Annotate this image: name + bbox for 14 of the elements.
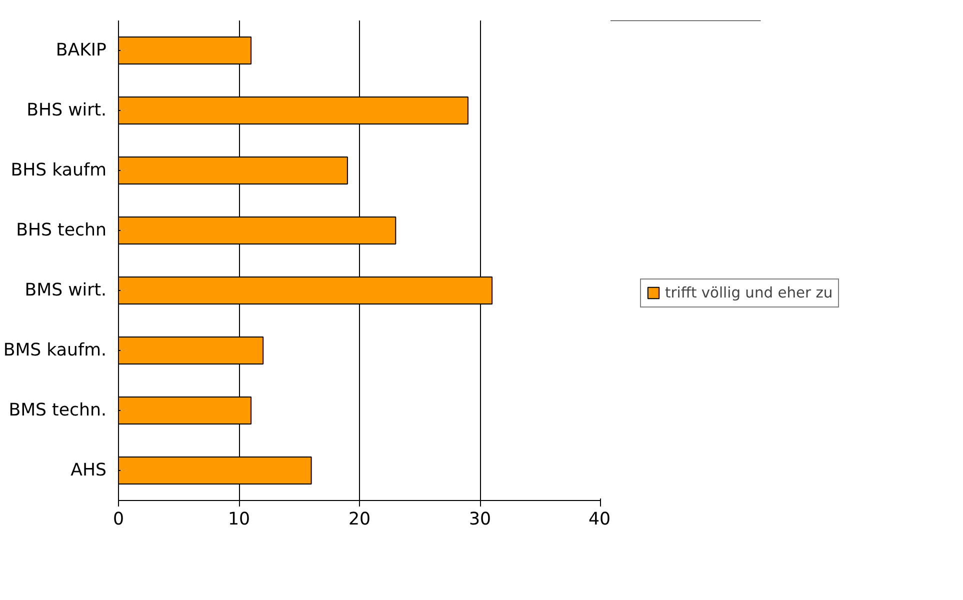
x-tick-label: 0 — [112, 510, 124, 530]
x-tick-label: 40 — [588, 510, 611, 530]
y-tick-label: BMS wirt. — [24, 280, 107, 300]
y-tick-label: AHS — [70, 460, 107, 480]
x-tick-label: 20 — [348, 510, 371, 530]
y-tick-label: BHS techn — [16, 220, 107, 240]
x-tick-label: 30 — [468, 510, 492, 530]
y-tick-label: BMS kaufm. — [3, 340, 107, 360]
y-tick-label: BHS wirt. — [26, 100, 107, 120]
x-tick-label: 10 — [228, 510, 250, 530]
y-tick-label: BHS kaufm — [10, 160, 107, 180]
legend-label: trifft völlig und eher zu — [665, 284, 833, 301]
y-tick-label: BAKIP — [56, 40, 107, 60]
y-tick-label: BMS techn. — [8, 400, 107, 420]
